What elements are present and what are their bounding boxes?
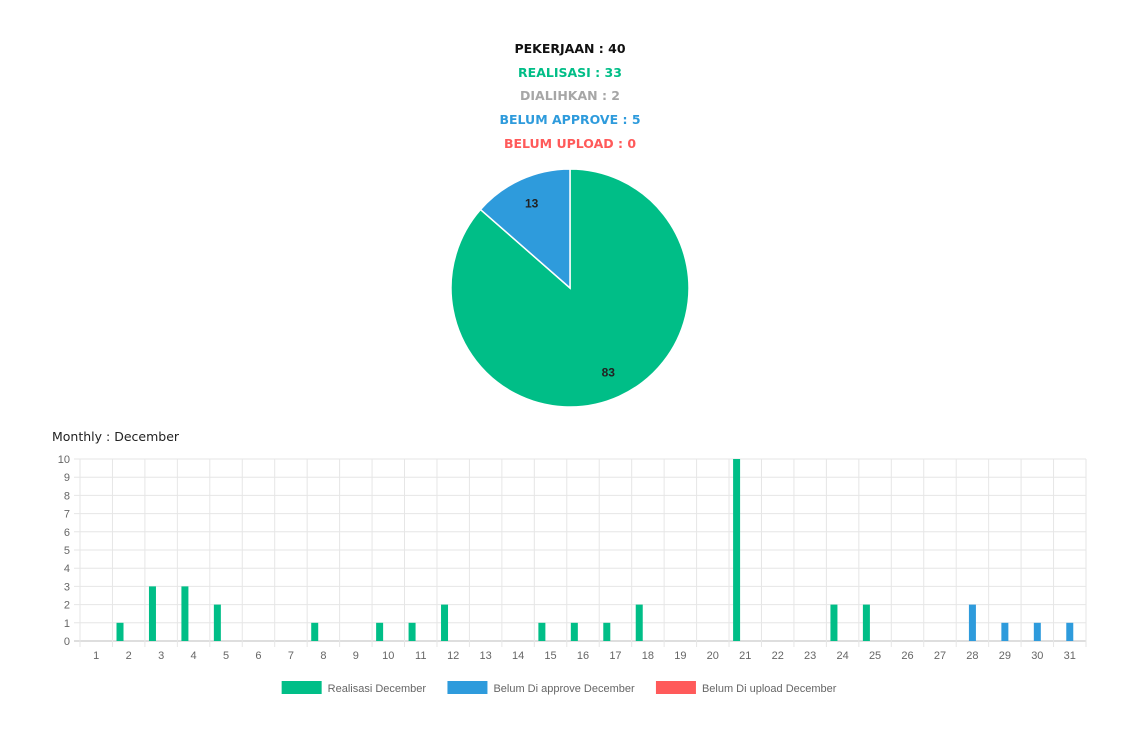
bar-realisasi-december-5[interactable] xyxy=(213,604,221,641)
bar-realisasi-december-25[interactable] xyxy=(862,604,870,641)
legend-label[interactable]: Belum Di upload December xyxy=(702,683,837,695)
pie-data-label: 13 xyxy=(525,196,539,210)
bar-realisasi-december-10[interactable] xyxy=(376,622,384,641)
x-tick-label: 14 xyxy=(512,650,524,662)
y-tick-label: 4 xyxy=(64,563,70,575)
x-tick-label: 30 xyxy=(1031,650,1043,662)
x-tick-label: 25 xyxy=(869,650,881,662)
belum-upload-count: BELUM UPLOAD : 0 xyxy=(503,135,637,151)
pekerjaan-count: PEKERJAAN : 40 xyxy=(514,41,626,56)
y-tick-label: 3 xyxy=(64,581,70,593)
bar-realisasi-december-2[interactable] xyxy=(116,622,124,641)
y-tick-label: 8 xyxy=(64,490,70,502)
x-tick-label: 6 xyxy=(255,650,261,662)
y-tick-label: 5 xyxy=(64,545,70,557)
x-tick-label: 22 xyxy=(772,650,784,662)
bar-realisasi-december-12[interactable] xyxy=(441,604,449,641)
grid xyxy=(74,458,1087,647)
realisasi-count: REALISASI : 33 xyxy=(518,64,622,80)
legend-swatch[interactable] xyxy=(655,681,696,694)
x-tick-label: 26 xyxy=(901,650,913,662)
x-tick-label: 17 xyxy=(609,650,621,662)
y-tick-label: 6 xyxy=(64,527,70,539)
x-tick-label: 10 xyxy=(382,650,394,662)
y-tick-label: 1 xyxy=(64,618,70,630)
y-tick-label: 2 xyxy=(64,600,70,612)
bar-belum-di-approve-december-29[interactable] xyxy=(1001,622,1009,641)
x-tick-label: 1 xyxy=(93,650,99,662)
summary-panel: PEKERJAAN : 40 REALISASI : 33 DIALIHKAN … xyxy=(0,37,1140,155)
x-tick-label: 21 xyxy=(739,650,751,662)
bar-realisasi-december-15[interactable] xyxy=(538,622,546,641)
x-tick-label: 28 xyxy=(966,650,978,662)
x-tick-label: 8 xyxy=(320,650,326,662)
legend-label[interactable]: Belum Di approve December xyxy=(493,683,635,695)
bar-realisasi-december-4[interactable] xyxy=(181,586,189,641)
bar-realisasi-december-3[interactable] xyxy=(148,586,156,641)
bar-realisasi-december-24[interactable] xyxy=(830,604,838,641)
x-tick-label: 15 xyxy=(544,650,556,662)
legend-swatch[interactable] xyxy=(447,681,488,694)
x-tick-label: 4 xyxy=(191,650,197,662)
x-tick-label: 11 xyxy=(415,650,426,662)
x-tick-label: 29 xyxy=(999,650,1011,662)
y-tick-label: 9 xyxy=(64,472,70,484)
bar-chart: 0 1 2 3 4 5 6 7 8 9 10 1 2 3 4 5 6 7 8 9 10 11 12 13 14 15 16 17 18 1… xyxy=(0,448,1140,708)
bar-belum-di-approve-december-31[interactable] xyxy=(1066,622,1074,641)
x-tick-label: 23 xyxy=(804,650,816,662)
legend-label[interactable]: Realisasi December xyxy=(328,683,427,695)
bar-realisasi-december-11[interactable] xyxy=(408,622,416,641)
bar-realisasi-december-17[interactable] xyxy=(603,622,611,641)
x-tick-label: 5 xyxy=(223,650,229,662)
legend-swatch[interactable] xyxy=(281,681,322,694)
x-tick-label: 31 xyxy=(1064,650,1076,662)
x-tick-label: 27 xyxy=(934,650,946,662)
x-tick-label: 13 xyxy=(480,650,492,662)
bar-realisasi-december-16[interactable] xyxy=(570,622,578,641)
bar-realisasi-december-18[interactable] xyxy=(635,604,643,641)
bar-realisasi-december-8[interactable] xyxy=(311,622,319,641)
x-tick-label: 3 xyxy=(158,650,164,662)
x-tick-label: 24 xyxy=(836,650,848,662)
bar-belum-di-approve-december-28[interactable] xyxy=(968,604,976,641)
bar-realisasi-december-21[interactable] xyxy=(733,459,741,641)
x-tick-label: 9 xyxy=(353,650,359,662)
x-tick-label: 18 xyxy=(642,650,654,662)
pie-chart-svg: 83 13 xyxy=(450,168,690,408)
x-tick-label: 16 xyxy=(577,650,589,662)
y-tick-label: 0 xyxy=(64,636,70,648)
x-tick-label: 12 xyxy=(447,650,459,662)
bar-belum-di-approve-december-30[interactable] xyxy=(1033,622,1041,641)
x-tick-label: 19 xyxy=(674,650,686,662)
dialihkan-count: DIALIHKAN : 2 xyxy=(520,88,620,104)
y-tick-label: 7 xyxy=(64,509,70,521)
x-tick-label: 20 xyxy=(707,650,719,662)
y-tick-label: 10 xyxy=(58,454,70,466)
x-tick-label: 7 xyxy=(288,650,294,662)
belum-approve-count: BELUM APPROVE : 5 xyxy=(499,112,641,128)
pie-chart: 83 13 xyxy=(440,158,700,418)
pie-slice-belum-approve[interactable] xyxy=(479,168,571,290)
monthly-title: Monthly : December xyxy=(52,429,180,444)
pie-data-label: 83 xyxy=(602,366,616,380)
x-tick-label: 2 xyxy=(126,650,132,662)
